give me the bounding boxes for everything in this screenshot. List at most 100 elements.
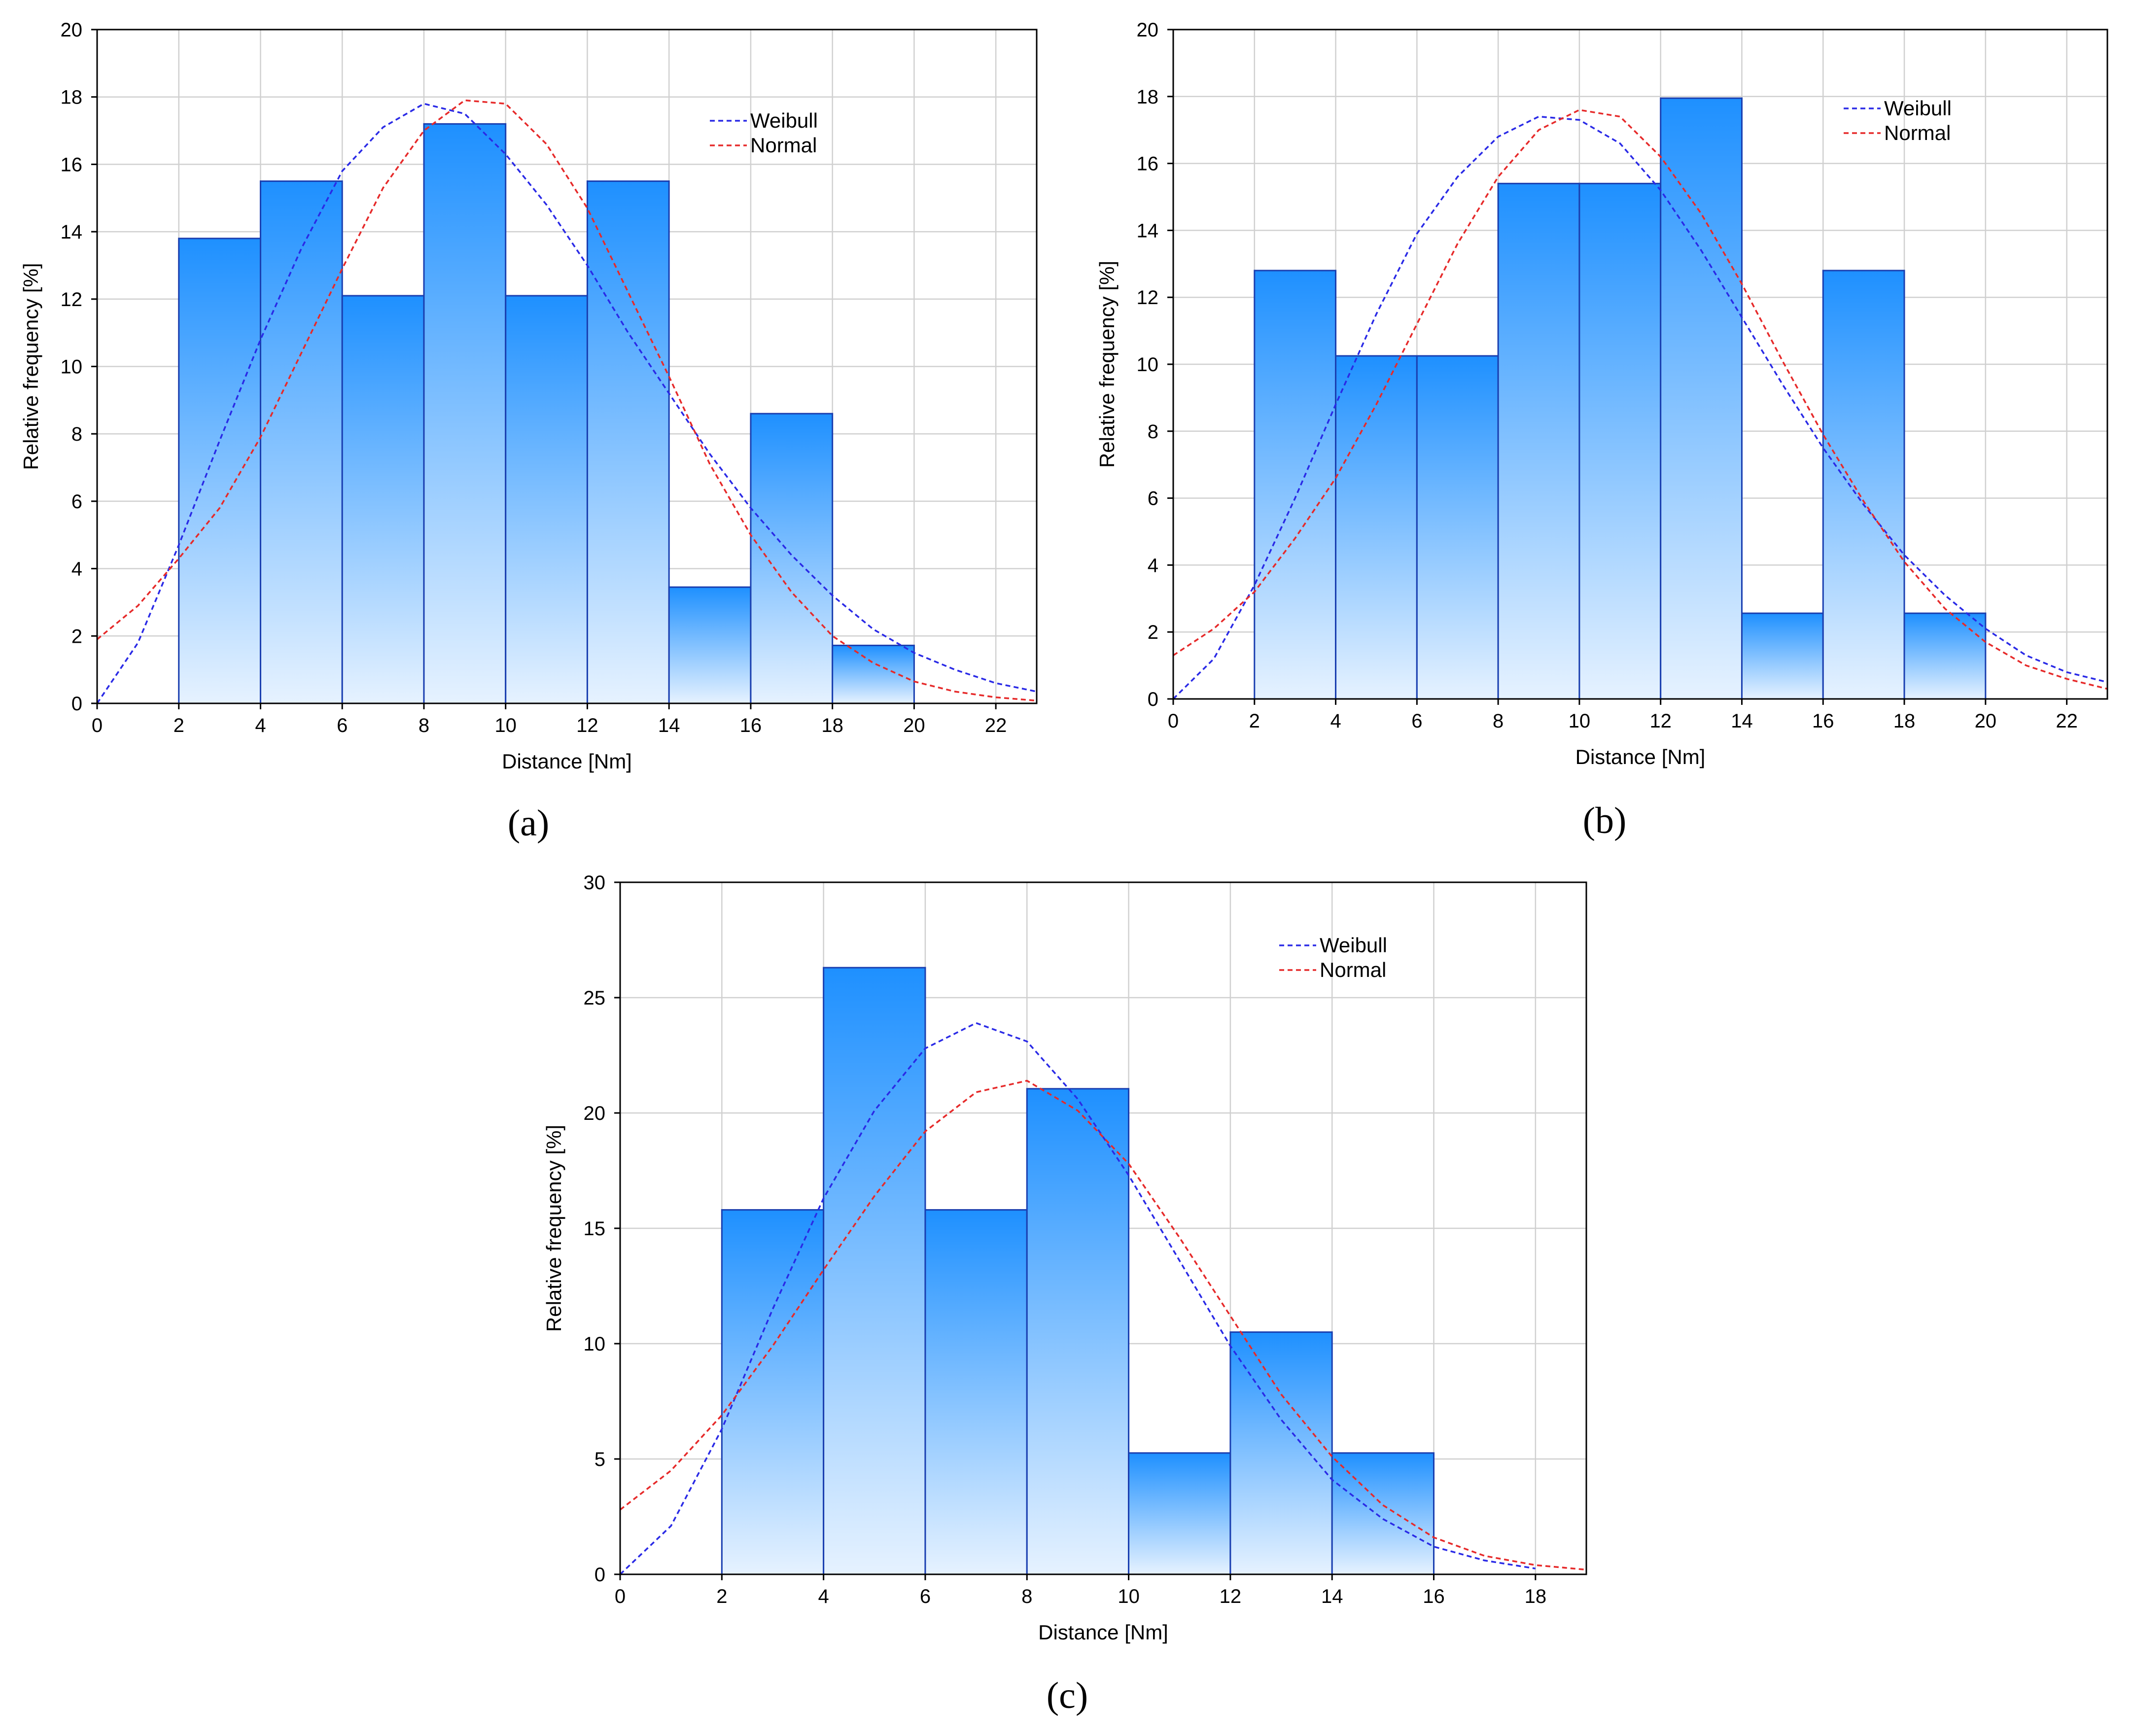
chart-a-y-tick-7: 14 [61,221,83,243]
chart-a-normal-curve [96,99,1037,702]
chart-b-x-tick-7: 14 [1731,710,1753,732]
chart-b-legend-weibull-label: Weibull [1884,97,1952,120]
chart-c-x-tick-2: 4 [818,1586,829,1607]
chart-b-bar-7 [1822,270,1905,700]
chart-c-bar-2 [924,1209,1028,1575]
chart-b-x-tick-0: 0 [1168,710,1179,732]
chart-a-bar-3 [423,123,507,704]
chart-a-bar-5 [586,180,670,704]
chart-c-curves [619,1022,1587,1575]
chart-a-x-tick-9: 18 [821,715,843,736]
chart-a-x-tick-3: 6 [337,715,348,736]
chart-c-x-tick-1: 2 [716,1586,727,1607]
chart-a-x-tick-1: 2 [174,715,184,736]
chart-a-bar-0 [178,238,261,704]
chart-b-y-tick-6: 12 [1137,287,1159,309]
chart-a-x-tick-7: 14 [658,715,680,736]
chart-a-bar-7 [750,413,834,704]
chart-a-bar-1 [259,180,343,704]
chart-a-legend-weibull-label: Weibull [750,109,818,132]
chart-c-x-tick-0: 0 [615,1586,626,1607]
chart-c-bar-5 [1229,1331,1333,1575]
chart-b-x-axis-title: Distance [Nm] [1575,745,1706,768]
chart-c-legend-normal-label: Normal [1320,958,1386,981]
chart-a-y-tick-5: 10 [61,356,83,378]
chart-c-x-tick-6: 12 [1220,1586,1242,1607]
chart-c-x-tick-9: 18 [1525,1586,1547,1607]
chart-b-x-tick-5: 10 [1569,710,1591,732]
chart-b-y-tick-5: 10 [1137,354,1159,376]
chart-b-y-tick-9: 18 [1137,86,1159,108]
chart-c-x-ticks: 0 2 4 6 8 10 12 14 16 18 [615,1574,1546,1607]
chart-b-bar-0 [1254,270,1337,700]
chart-b-curves [1172,109,2108,700]
chart-a-x-axis-title: Distance [Nm] [502,750,632,773]
chart-c-y-tick-4: 20 [584,1103,606,1124]
chart-c-y-tick-6: 30 [584,872,606,894]
chart-b-x-tick-8: 16 [1812,710,1834,732]
chart-a-y-ticks: 0 2 4 6 8 10 12 14 16 18 20 [61,19,97,715]
chart-b-weibull-curve [1172,115,2108,700]
chart-c-x-tick-5: 10 [1118,1586,1140,1607]
chart-a-bars [178,123,915,704]
chart-b-panel-label: (b) [1583,800,1627,841]
chart-c-y-ticks: 0 5 10 15 20 25 30 [584,872,620,1586]
chart-b: 0 2 4 6 8 10 12 14 16 18 20 22 0 2 4 6 8 10 12 14 16 18 20 Di… [1095,19,2108,841]
chart-a-bar-6 [668,586,752,704]
chart-a-x-tick-0: 0 [92,715,103,736]
chart-c-y-tick-0: 0 [595,1564,605,1586]
chart-b-x-tick-10: 20 [1975,710,1997,732]
chart-b-bar-3 [1497,182,1580,700]
chart-a-x-tick-11: 22 [985,715,1007,736]
chart-b-bar-4 [1578,182,1662,700]
chart-a-y-tick-0: 0 [71,693,82,715]
chart-a-legend-normal-label: Normal [750,134,817,157]
chart-b-y-ticks: 0 2 4 6 8 10 12 14 16 18 20 [1137,19,1173,710]
chart-b-y-tick-3: 6 [1148,488,1158,510]
chart-c-y-tick-5: 25 [584,987,606,1009]
chart-c-x-tick-8: 16 [1423,1586,1445,1607]
chart-a-y-tick-6: 12 [61,289,83,311]
chart-a-x-tick-8: 16 [740,715,762,736]
chart-b-normal-curve [1173,109,2108,690]
chart-b-y-axis-title: Relative frequency [%] [1095,261,1119,468]
chart-a-bar-8 [832,644,915,704]
chart-b-y-tick-8: 16 [1137,153,1159,175]
chart-b-y-tick-2: 4 [1148,555,1158,576]
chart-a-y-axis-title: Relative frequency [%] [19,263,42,470]
chart-c-x-tick-3: 6 [920,1586,931,1607]
chart-b-bars [1254,97,1987,700]
chart-c-y-tick-2: 10 [584,1333,606,1355]
chart-a-bar-4 [505,295,588,704]
chart-c-bar-3 [1026,1088,1130,1575]
chart-a-legend: Weibull Normal [710,109,818,157]
chart-c-x-tick-7: 14 [1321,1586,1343,1607]
chart-a-x-tick-4: 8 [419,715,429,736]
chart-b-bar-2 [1416,355,1499,700]
chart-b-x-tick-11: 22 [2056,710,2078,732]
chart-b-legend-normal-label: Normal [1884,121,1951,144]
chart-a-panel-label: (a) [508,802,549,844]
chart-c-x-tick-4: 8 [1021,1586,1032,1607]
chart-b-x-tick-6: 12 [1649,710,1672,732]
chart-b-x-tick-1: 2 [1249,710,1260,732]
chart-c-panel-label: (c) [1047,1675,1088,1716]
chart-b-bar-5 [1660,97,1743,700]
chart-a-x-tick-10: 20 [903,715,925,736]
chart-b-x-ticks: 0 2 4 6 8 10 12 14 16 18 20 22 [1168,699,2078,732]
chart-b-y-tick-1: 2 [1148,622,1158,643]
chart-b-y-tick-7: 14 [1137,220,1159,242]
chart-a-y-tick-2: 4 [71,558,82,580]
chart-a-x-tick-2: 4 [255,715,266,736]
chart-c-y-axis-title: Relative frequency [%] [542,1125,565,1332]
chart-a: 0 2 4 6 8 10 12 14 16 18 20 22 0 2 4 6 8 10 12 14 16 18 20 Di… [19,19,1038,844]
chart-a-y-tick-1: 2 [71,625,82,647]
chart-a-x-tick-6: 12 [576,715,598,736]
chart-a-y-tick-4: 8 [71,423,82,445]
chart-b-legend: Weibull Normal [1844,97,1952,144]
chart-c-legend-weibull-label: Weibull [1320,934,1387,957]
chart-a-y-tick-9: 18 [61,87,83,108]
chart-c-legend: Weibull Normal [1279,934,1387,981]
chart-a-x-tick-5: 10 [494,715,517,736]
chart-b-x-tick-2: 4 [1330,710,1341,732]
